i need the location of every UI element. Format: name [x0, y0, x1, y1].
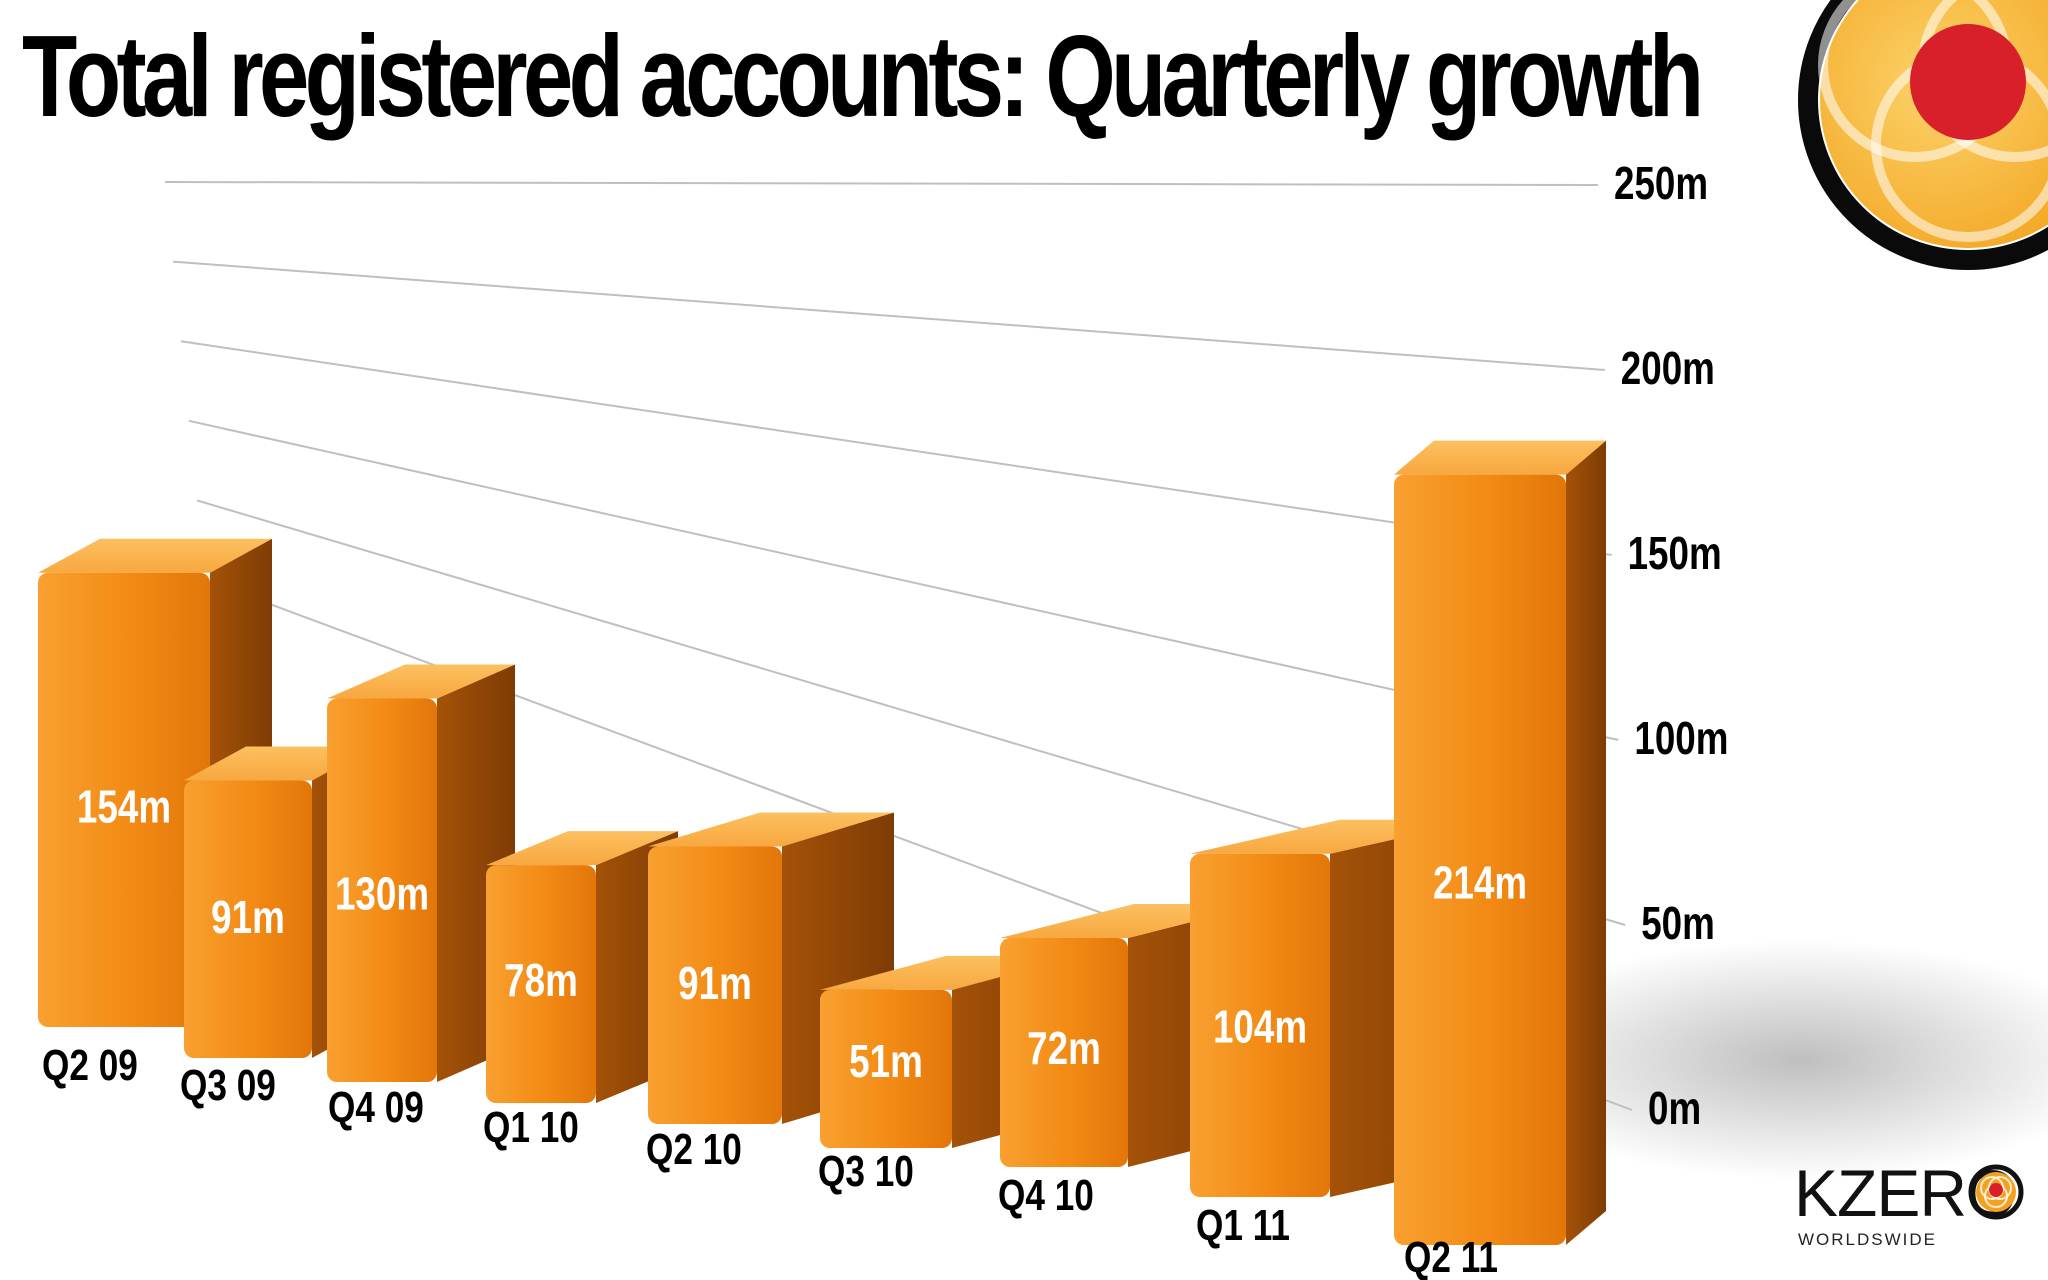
bar-front	[327, 698, 437, 1082]
bar-9: 214m	[1394, 440, 1606, 1246]
bar-front	[184, 780, 312, 1058]
bar-top	[38, 538, 272, 573]
data-label: 72m	[1027, 1022, 1101, 1074]
x-tick-label: Q4 09	[328, 1083, 424, 1132]
data-label: 51m	[849, 1035, 923, 1087]
y-tick-label: 250m	[1614, 157, 1708, 209]
x-tick-label: Q1 10	[483, 1103, 579, 1152]
brand-tagline: WORLDSWIDE	[1798, 1230, 1937, 1249]
bar-front	[820, 989, 952, 1148]
x-tick-label: Q1 11	[1196, 1201, 1290, 1250]
data-label: 214m	[1433, 856, 1527, 908]
bar-top	[486, 831, 678, 866]
bar-3: 130m	[327, 664, 515, 1082]
gridline	[164, 181, 1599, 186]
bar-top	[1394, 440, 1606, 475]
brand-mark-icon	[1968, 1164, 2024, 1220]
x-tick-label: Q3 09	[180, 1061, 276, 1110]
x-tick-label: Q2 09	[42, 1041, 138, 1090]
chart-title: Total registered accounts: Quarterly gro…	[22, 11, 1704, 141]
bar-front	[486, 865, 596, 1103]
data-label: 154m	[77, 781, 171, 833]
bar-top	[648, 812, 894, 847]
bar-front	[1000, 938, 1128, 1167]
floor-shadow	[1480, 940, 2048, 1180]
logo-ring	[1798, 0, 2048, 270]
data-label: 104m	[1213, 1001, 1307, 1053]
y-axis: 0m 50m 100m 150m 200m 250m Q2 09 Q3 09 Q4 09 Q1 1…	[42, 157, 1729, 1280]
bars: 154m 91m 130m 78m 91m 51m 72m 104m 214m	[38, 440, 1606, 1246]
y-tick-label: 0m	[1648, 1082, 1701, 1134]
data-label: 78m	[504, 954, 578, 1006]
x-tick-label: Q2 11	[1404, 1233, 1498, 1280]
bar-1: 154m	[38, 538, 272, 1027]
y-tick-label: 150m	[1628, 527, 1722, 579]
brand-logo: KZERO WORLDSWIDE	[1794, 1160, 2024, 1260]
corner-logo	[1798, 0, 2048, 270]
bar-front	[648, 846, 782, 1124]
data-label: 91m	[678, 957, 752, 1009]
bar-front	[1394, 474, 1566, 1246]
bar-front	[38, 572, 210, 1027]
logo-core	[1910, 24, 2026, 140]
y-tick-label: 100m	[1634, 712, 1728, 764]
bar-front	[1190, 853, 1330, 1197]
x-tick-label: Q3 10	[818, 1147, 914, 1196]
floor-shadow-blob	[1480, 940, 2048, 1180]
data-label: 91m	[211, 891, 285, 943]
bar-side	[1566, 440, 1606, 1246]
bar-top	[184, 746, 374, 781]
x-tick-label: Q4 10	[998, 1171, 1094, 1220]
y-tick-label: 50m	[1641, 897, 1715, 949]
gridline	[172, 260, 1605, 371]
gridline	[188, 419, 1619, 741]
bar-top	[327, 664, 515, 699]
x-tick-label: Q2 10	[646, 1125, 742, 1174]
gridline	[180, 340, 1612, 556]
y-tick-label: 200m	[1621, 342, 1715, 394]
data-label: 130m	[335, 867, 429, 919]
